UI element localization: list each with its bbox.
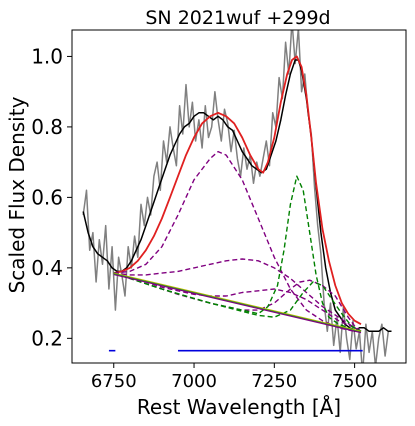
series-line-8 bbox=[113, 272, 362, 332]
series-line-9 bbox=[113, 272, 362, 332]
series-line-1 bbox=[82, 59, 392, 333]
axis-layer: 6750 7000 7250 7500 0.2 0.4 0.6 0.8 1.0 bbox=[31, 44, 377, 392]
x-axis-label: Rest Wavelength [Å] bbox=[137, 395, 341, 419]
y-axis-label: Scaled Flux Density bbox=[5, 96, 29, 293]
y-tick-label: 0.6 bbox=[31, 185, 63, 209]
series-line-11 bbox=[113, 274, 362, 334]
x-tick-label: 7500 bbox=[332, 371, 378, 392]
series-line-2 bbox=[113, 55, 362, 325]
y-tick-label: 0.8 bbox=[31, 115, 63, 139]
chart-title: SN 2021wuf +299d bbox=[145, 7, 330, 29]
series-line-3 bbox=[113, 150, 361, 332]
plot-layer bbox=[82, 30, 392, 363]
y-tick-label: 0.2 bbox=[31, 326, 63, 350]
x-tick-label: 7250 bbox=[251, 371, 297, 392]
series-line-10 bbox=[113, 273, 362, 333]
x-tick-label: 7000 bbox=[171, 371, 217, 392]
series-line-5 bbox=[113, 272, 362, 332]
series-line-6 bbox=[113, 272, 362, 332]
x-tick-label: 6750 bbox=[91, 371, 137, 392]
series-line-4 bbox=[113, 258, 362, 332]
plot-frame bbox=[71, 29, 407, 364]
y-tick-label: 0.4 bbox=[31, 256, 63, 280]
y-tick-label: 1.0 bbox=[31, 44, 63, 68]
series-line-7 bbox=[113, 175, 362, 332]
